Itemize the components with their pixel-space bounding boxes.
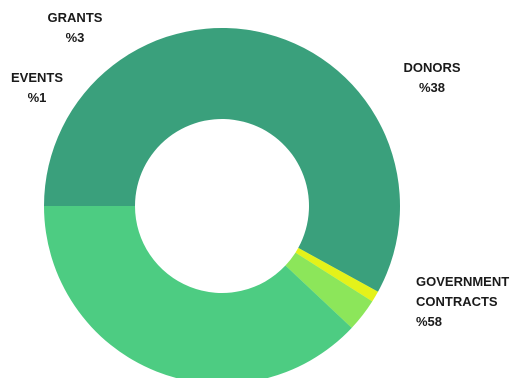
slice-label-name: EVENTS <box>11 70 63 85</box>
donut-slices <box>44 28 400 378</box>
slice-label-name: DONORS <box>403 60 460 75</box>
slice-label-name: GOVERNMENT <box>416 274 509 289</box>
slice-label-value: %38 <box>419 80 445 95</box>
slice-label-name: GRANTS <box>48 10 103 25</box>
slice-events <box>295 247 378 302</box>
slice-label-name: CONTRACTS <box>416 294 498 309</box>
slice-grants <box>285 252 373 328</box>
slice-label-value: %58 <box>416 314 442 329</box>
slice-labels: GOVERNMENT CONTRACTS %58 EVENTS %1 GRANTS %3 DO… <box>11 10 509 329</box>
slice-label-value: %1 <box>28 90 47 105</box>
slice-government-contracts <box>44 28 400 292</box>
slice-label-value: %3 <box>66 30 85 45</box>
slice-donors <box>44 206 352 378</box>
